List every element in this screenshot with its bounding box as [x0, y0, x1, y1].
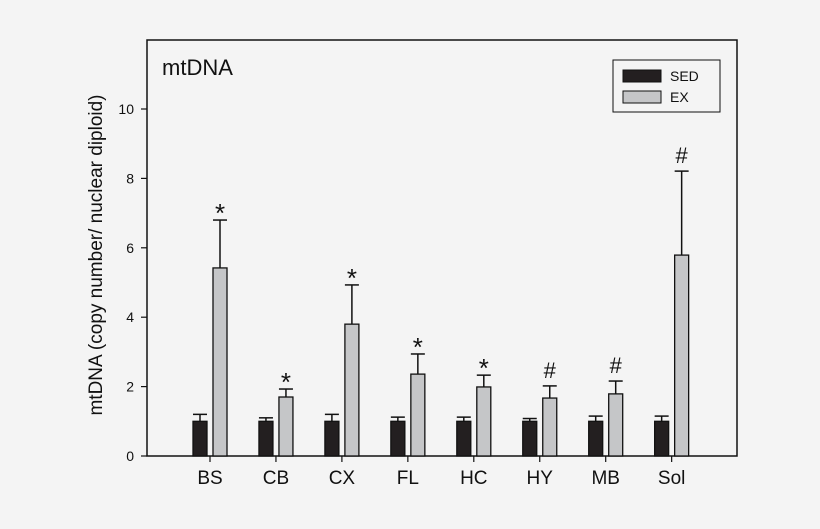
bar-ex-mb	[608, 393, 624, 457]
significance-marker: *	[479, 353, 489, 383]
x-tick-label: CX	[329, 468, 356, 489]
bar-sed-cb	[258, 420, 274, 457]
x-tick-label: HC	[460, 468, 487, 489]
bar-ex-cb	[278, 396, 294, 457]
significance-marker: *	[281, 367, 291, 397]
chart-title: mtDNA	[162, 55, 233, 80]
legend-box	[612, 59, 721, 113]
bar-sed-cx	[324, 420, 340, 457]
x-tick-label: MB	[591, 468, 620, 489]
bar-ex-fl	[410, 373, 426, 457]
y-tick-label: 4	[126, 309, 134, 325]
legend-swatch-sed	[622, 69, 662, 83]
x-tick-label: CB	[263, 468, 289, 489]
y-tick-label: 0	[126, 448, 134, 464]
significance-marker: #	[544, 358, 557, 383]
x-tick-label: Sol	[658, 468, 685, 489]
bar-ex-hc	[476, 386, 492, 457]
legend-label-sed: SED	[670, 68, 699, 84]
bar-ex-hy	[542, 397, 558, 457]
bar-ex-sol	[674, 254, 690, 457]
significance-marker: #	[676, 143, 689, 168]
bar-sed-mb	[588, 420, 604, 457]
bar-sed-hc	[456, 420, 472, 457]
y-tick-label: 6	[126, 240, 134, 256]
significance-marker: *	[347, 263, 357, 293]
bar-sed-bs	[192, 420, 208, 457]
legend: SED EX	[612, 59, 721, 113]
bar-sed-sol	[654, 420, 670, 457]
significance-marker: #	[610, 353, 623, 378]
significance-marker: *	[215, 198, 225, 228]
legend-label-ex: EX	[670, 89, 689, 105]
bar-sed-fl	[390, 420, 406, 457]
x-tick-label: HY	[527, 468, 554, 489]
significance-marker: *	[413, 332, 423, 362]
y-tick-label: 10	[118, 101, 134, 117]
y-tick-label: 8	[126, 170, 134, 186]
y-tick-label: 2	[126, 379, 134, 395]
y-axis-label: mtDNA (copy number/ nuclear diploid)	[86, 94, 107, 415]
bar-sed-hy	[522, 420, 538, 457]
bar-ex-bs	[212, 267, 228, 457]
legend-swatch-ex	[622, 90, 662, 104]
x-tick-label: BS	[197, 468, 222, 489]
x-tick-label: FL	[397, 468, 419, 489]
bar-ex-cx	[344, 323, 360, 457]
